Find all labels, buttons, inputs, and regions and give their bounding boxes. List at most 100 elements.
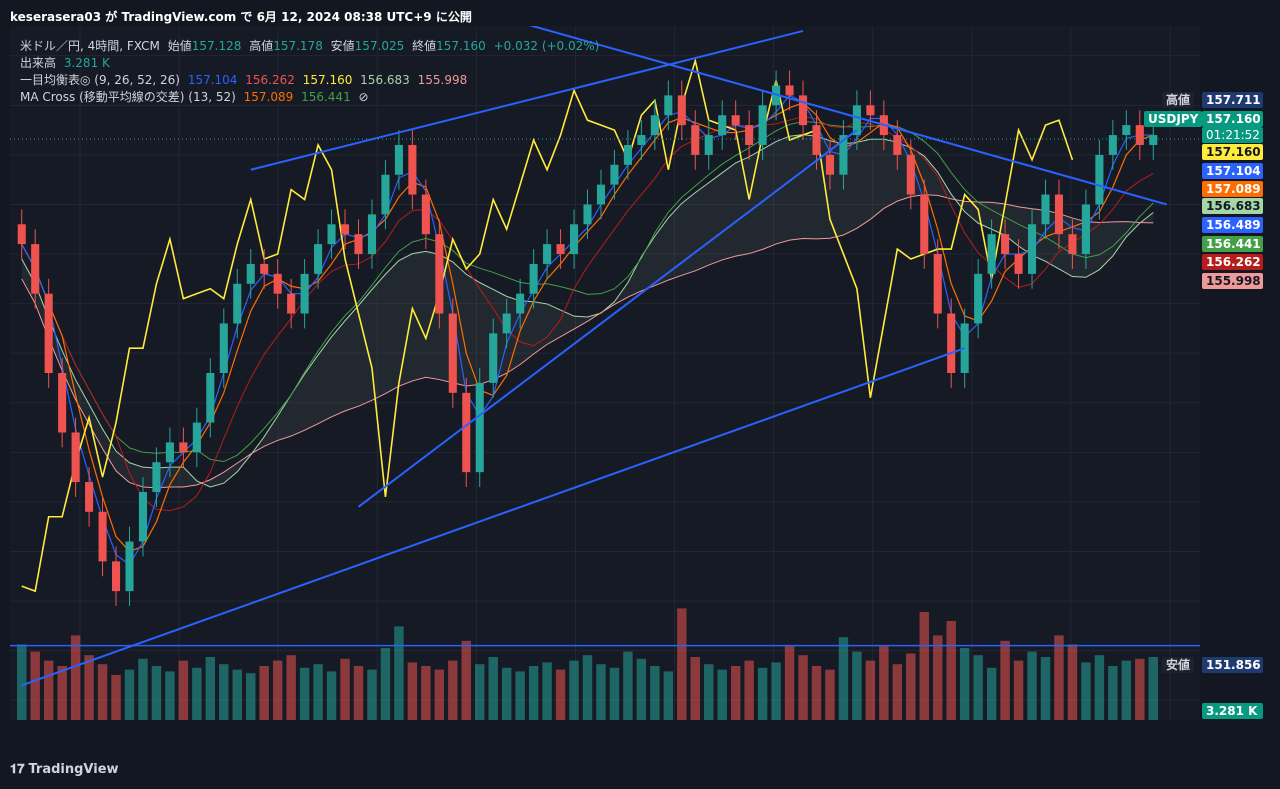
candle-body [394,144,403,175]
spana-badge: 156.683 [1202,198,1263,214]
candle-body [812,125,821,155]
high-label: 高値 [249,39,274,53]
volume-bar [582,655,593,720]
volume-bar [650,666,660,720]
volume-bar [542,662,552,720]
volume-bar [30,651,40,720]
volume-bar [1135,658,1145,720]
tradingview-brand[interactable]: 𝟏𝟕 TradingView [10,762,119,777]
candle-body [273,273,282,294]
ichimoku-spanb-value: 155.998 [417,73,468,87]
close-label: 終値 [412,39,437,53]
volume-bar [663,671,674,720]
volume-bar [326,671,337,720]
candle-body [475,382,484,473]
low-label: 安値 [330,39,355,53]
candle-body [71,432,80,483]
volume-bar [84,655,94,720]
ichimoku-legend-row[interactable]: 一目均衡表◎ (9, 26, 52, 26) 157.104 156.262 1… [20,72,603,89]
volume-bar [933,635,943,720]
candle-body [1027,224,1037,274]
candle-body [1041,194,1050,225]
candle-body [987,234,996,274]
hidden-icon[interactable]: ⊘ [358,90,369,104]
volume-bar [569,660,579,720]
trendline [479,10,1168,206]
candle-body [1081,204,1090,255]
volume-bar [394,626,404,720]
candle-body [165,442,174,463]
macross-label: MA Cross (移動平均線の交差) (13, 52) [20,90,236,104]
candle-body [893,135,902,155]
candle-body [596,184,606,205]
volume-bar [704,664,714,720]
volume-bar [43,660,54,720]
candle-body [1068,234,1077,255]
volume-bar [272,660,283,720]
ichimoku-chikou-value: 157.160 [302,73,353,87]
volume-bar [677,608,687,720]
volume-bar [367,669,377,720]
volume-bar [852,651,862,720]
volume-bar [1067,644,1078,720]
candle-body [798,95,808,126]
candle-body [1135,125,1144,145]
macross-fast-value: 157.089 [243,90,294,104]
candle-body [852,105,861,136]
tenkan-line [21,94,1154,566]
volume-bar [1081,662,1091,720]
volume-bar [165,671,175,720]
chart-area[interactable]: 158.000157.500157.000156.500156.000155.5… [10,10,1258,742]
volume-legend-row[interactable]: 出来高 3.281 K [20,55,603,72]
volume-bar [286,655,296,720]
volume-bar [407,662,418,720]
candle-body [381,174,390,215]
volume-bar [690,657,700,720]
candle-body [839,135,848,175]
candle-body [516,293,525,314]
candle-body [111,561,121,592]
candle-body [192,422,201,453]
open-label: 始値 [167,39,192,53]
ichimoku-cloud [21,134,1154,488]
volume-bar [205,657,216,720]
candle-body [947,313,956,373]
volume-bar [151,666,162,720]
candle-body [960,323,969,373]
candle-body [1001,234,1010,255]
volume-bar [906,653,916,720]
volume-bar [97,664,108,720]
volume-bar [973,655,983,720]
macross-legend-row[interactable]: MA Cross (移動平均線の交差) (13, 52) 157.089 156… [20,89,603,106]
symbol-legend-row[interactable]: 米ドル／円, 4時間, FXCM 始値157.128 高値157.178 安値1… [20,38,603,55]
tenkan-badge: 157.104 [1202,163,1263,179]
tradingview-logo-icon: 𝟏𝟕 [10,762,25,777]
volume-bar [475,664,485,720]
volume-bar [946,621,956,720]
macross-slow-value: 156.441 [301,90,351,104]
candle-body [98,511,107,562]
candle-body [125,541,134,592]
candle-body [610,164,619,185]
volume-bar [555,669,566,720]
volume-bar [17,644,27,720]
chikou-badge: 157.160 [1202,144,1263,160]
candle-body [421,194,430,235]
candle-body [179,442,188,453]
candle-body [1122,125,1131,136]
candle-body [17,224,26,245]
candle-body [1108,135,1117,155]
kijun-badge: 156.262 [1202,254,1263,270]
price-chart-svg[interactable]: 158.000157.500157.000156.500156.000155.5… [10,10,1258,742]
ichimoku-label: 一目均衡表◎ (9, 26, 52, 26) [20,73,180,87]
volume-bar [488,657,498,720]
volume-bar [299,667,310,720]
candle-body [260,263,269,274]
publish-header: keserasera03 が TradingView.com で 6月 12, … [10,10,472,24]
low-value: 157.025 [354,39,405,53]
volume-bar [838,637,849,720]
candle-body [758,105,767,145]
last-price-badge: 157.160 [1202,111,1263,127]
candle-body [58,373,67,433]
kijun-line [21,115,1154,512]
